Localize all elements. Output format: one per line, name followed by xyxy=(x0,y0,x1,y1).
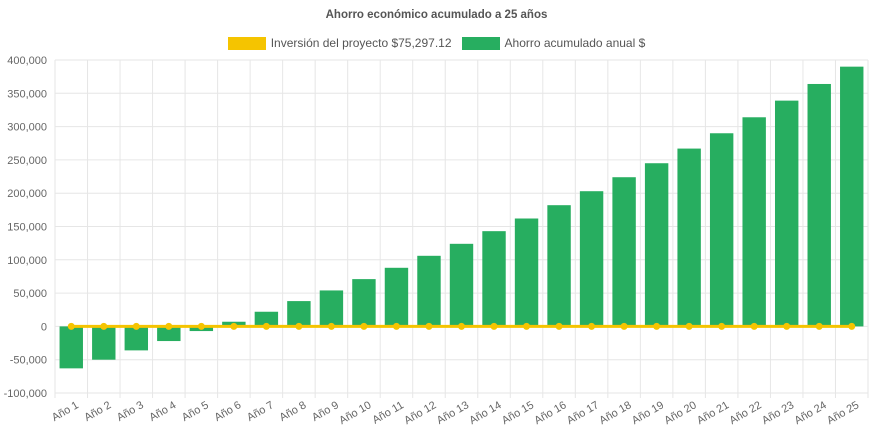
y-tick-label: 200,000 xyxy=(7,188,47,200)
bar-ahorro-15 xyxy=(514,218,539,327)
x-tick-label: Año 12 xyxy=(402,399,438,427)
bar-ahorro-25 xyxy=(840,66,864,327)
legend-label-savings: Ahorro acumulado anual $ xyxy=(504,36,646,50)
x-tick-label: Año 3 xyxy=(115,399,146,424)
x-tick-label: Año 9 xyxy=(310,399,341,424)
x-tick-label: Año 1 xyxy=(50,399,81,424)
bar-ahorro-4 xyxy=(157,326,181,342)
legend: Inversión del proyecto $75,297.12 Ahorro… xyxy=(0,36,873,50)
bar-ahorro-13 xyxy=(449,243,474,327)
bar-ahorro-19 xyxy=(644,163,669,327)
investment-point-18 xyxy=(620,322,628,330)
investment-point-11 xyxy=(392,322,400,330)
investment-point-15 xyxy=(523,322,531,330)
x-tick-label: Año 21 xyxy=(695,399,731,427)
x-tick-label: Año 8 xyxy=(278,399,309,424)
y-tick-label: -50,000 xyxy=(10,355,47,367)
bar-ahorro-22 xyxy=(742,117,766,327)
y-tick-label: 300,000 xyxy=(7,122,47,134)
y-tick-label: 0 xyxy=(41,321,47,333)
bar-ahorro-20 xyxy=(677,148,701,327)
investment-point-23 xyxy=(783,322,791,330)
legend-item-investment[interactable]: Inversión del proyecto $75,297.12 xyxy=(227,36,452,50)
x-tick-label: Año 15 xyxy=(500,399,536,427)
bar-ahorro-18 xyxy=(612,177,636,327)
bar-ahorro-1 xyxy=(59,326,83,369)
x-tick-label: Año 18 xyxy=(597,399,633,427)
x-tick-label: Año 25 xyxy=(825,399,861,427)
bar-ahorro-2 xyxy=(92,326,116,360)
x-tick-label: Año 14 xyxy=(467,399,503,427)
x-tick-label: Año 16 xyxy=(532,399,568,427)
investment-point-17 xyxy=(588,322,596,330)
bar-ahorro-21 xyxy=(709,133,734,327)
bar-ahorro-3 xyxy=(124,326,149,351)
x-tick-label: Año 23 xyxy=(760,399,796,427)
investment-point-9 xyxy=(327,322,335,330)
y-tick-label: -100,000 xyxy=(4,388,47,400)
x-tick-label: Año 17 xyxy=(565,399,601,427)
legend-label-investment: Inversión del proyecto $75,297.12 xyxy=(270,36,452,50)
investment-point-4 xyxy=(165,322,173,330)
bar-ahorro-12 xyxy=(417,255,441,327)
investment-point-24 xyxy=(815,322,823,330)
bar-ahorro-11 xyxy=(384,267,409,327)
investment-point-5 xyxy=(197,322,205,330)
x-tick-label: Año 4 xyxy=(147,399,178,424)
investment-point-10 xyxy=(360,322,368,330)
bar-ahorro-16 xyxy=(547,205,571,327)
y-tick-label: 150,000 xyxy=(7,222,47,234)
legend-swatch-savings xyxy=(461,36,500,50)
bar-ahorro-10 xyxy=(352,279,376,327)
investment-point-6 xyxy=(230,322,238,330)
bar-ahorro-17 xyxy=(579,191,604,327)
y-tick-label: 400,000 xyxy=(7,55,47,67)
x-tick-label: Año 10 xyxy=(337,399,373,427)
y-tick-label: 100,000 xyxy=(7,255,47,267)
x-tick-label: Año 19 xyxy=(630,399,666,427)
investment-point-2 xyxy=(100,322,108,330)
x-tick-label: Año 24 xyxy=(793,399,829,427)
investment-point-22 xyxy=(750,322,758,330)
bar-ahorro-23 xyxy=(774,100,799,327)
x-tick-label: Año 20 xyxy=(662,399,698,427)
investment-point-14 xyxy=(490,322,498,330)
x-tick-label: Año 5 xyxy=(180,399,211,424)
investment-point-3 xyxy=(132,322,140,330)
investment-point-13 xyxy=(458,322,465,330)
x-tick-label: Año 22 xyxy=(727,399,763,427)
x-tick-label: Año 2 xyxy=(82,399,113,424)
bar-ahorro-9 xyxy=(319,290,344,327)
legend-item-savings[interactable]: Ahorro acumulado anual $ xyxy=(461,36,646,50)
investment-point-16 xyxy=(555,322,563,330)
chart-title: Ahorro económico acumulado a 25 años xyxy=(325,9,548,21)
investment-point-8 xyxy=(295,322,303,330)
bar-ahorro-8 xyxy=(287,301,311,327)
y-tick-label: 50,000 xyxy=(13,288,47,300)
x-tick-label: Año 11 xyxy=(370,399,405,426)
x-tick-label: Año 6 xyxy=(212,399,243,424)
y-tick-label: 250,000 xyxy=(7,155,47,167)
bar-ahorro-24 xyxy=(807,83,831,327)
investment-point-21 xyxy=(718,322,726,330)
investment-point-20 xyxy=(685,322,693,330)
x-tick-label: Año 13 xyxy=(435,399,471,427)
legend-swatch-investment xyxy=(227,36,266,50)
y-tick-label: 350,000 xyxy=(7,88,47,100)
bar-ahorro-14 xyxy=(482,231,506,327)
investment-point-7 xyxy=(262,322,270,330)
investment-point-12 xyxy=(425,322,433,330)
bar-ahorro-7 xyxy=(254,311,279,327)
x-tick-label: Año 7 xyxy=(245,399,276,424)
investment-point-1 xyxy=(67,322,75,330)
investment-point-25 xyxy=(848,322,856,330)
investment-point-19 xyxy=(653,322,661,330)
